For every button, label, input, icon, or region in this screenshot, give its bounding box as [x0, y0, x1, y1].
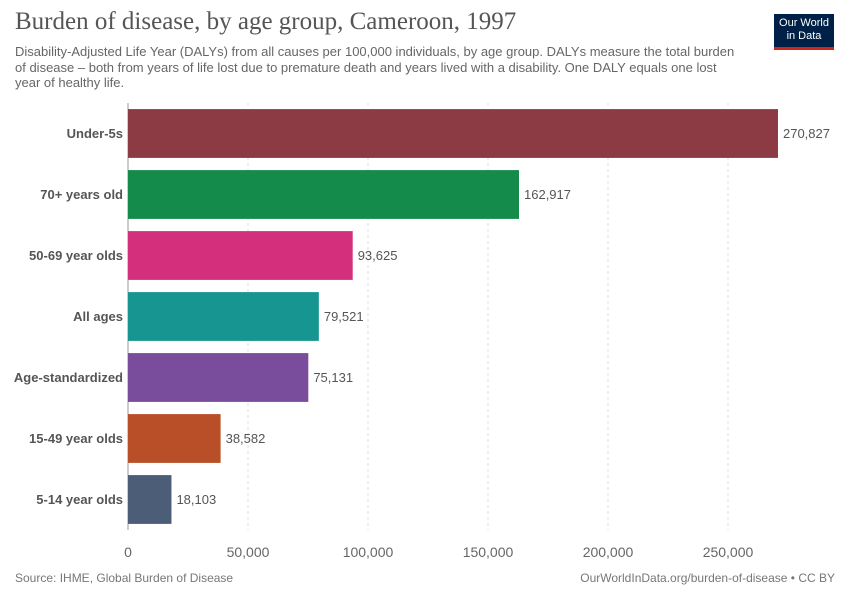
- bar: [128, 170, 520, 219]
- value-label: 270,827: [783, 126, 830, 141]
- chart-subtitle: Disability-Adjusted Life Year (DALYs) fr…: [15, 44, 735, 90]
- logo-line-2: in Data: [786, 30, 822, 42]
- category-label: 70+ years old: [40, 187, 123, 202]
- chart-title: Burden of disease, by age group, Cameroo…: [15, 8, 517, 35]
- bar: [128, 109, 778, 158]
- x-tick-label: 200,000: [583, 544, 634, 560]
- value-label: 162,917: [524, 187, 571, 202]
- category-label: 15-49 year olds: [29, 431, 123, 446]
- x-tick-label: 50,000: [227, 544, 270, 560]
- x-tick-label: 100,000: [343, 544, 394, 560]
- owid-logo[interactable]: Our World in Data: [774, 14, 834, 50]
- category-label: 50-69 year olds: [29, 248, 123, 263]
- value-label: 79,521: [324, 309, 364, 324]
- bar: [128, 353, 309, 402]
- x-tick-label: 0: [124, 544, 132, 560]
- bar: [128, 475, 172, 524]
- category-label: 5-14 year olds: [36, 492, 123, 507]
- x-tick-label: 250,000: [703, 544, 754, 560]
- logo-line-1: Our World: [779, 17, 829, 29]
- value-label: 18,103: [176, 492, 216, 507]
- bar: [128, 231, 353, 280]
- value-label: 75,131: [313, 370, 353, 385]
- credit-link[interactable]: OurWorldInData.org/burden-of-disease • C…: [580, 571, 835, 585]
- value-label: 38,582: [226, 431, 266, 446]
- x-tick-label: 150,000: [463, 544, 514, 560]
- bar: [128, 414, 221, 463]
- bar: [128, 292, 319, 341]
- category-label: Under-5s: [67, 126, 123, 141]
- category-label: All ages: [73, 309, 123, 324]
- value-label: 93,625: [358, 248, 398, 263]
- source-note: Source: IHME, Global Burden of Disease: [15, 571, 234, 585]
- category-label: Age-standardized: [14, 370, 123, 385]
